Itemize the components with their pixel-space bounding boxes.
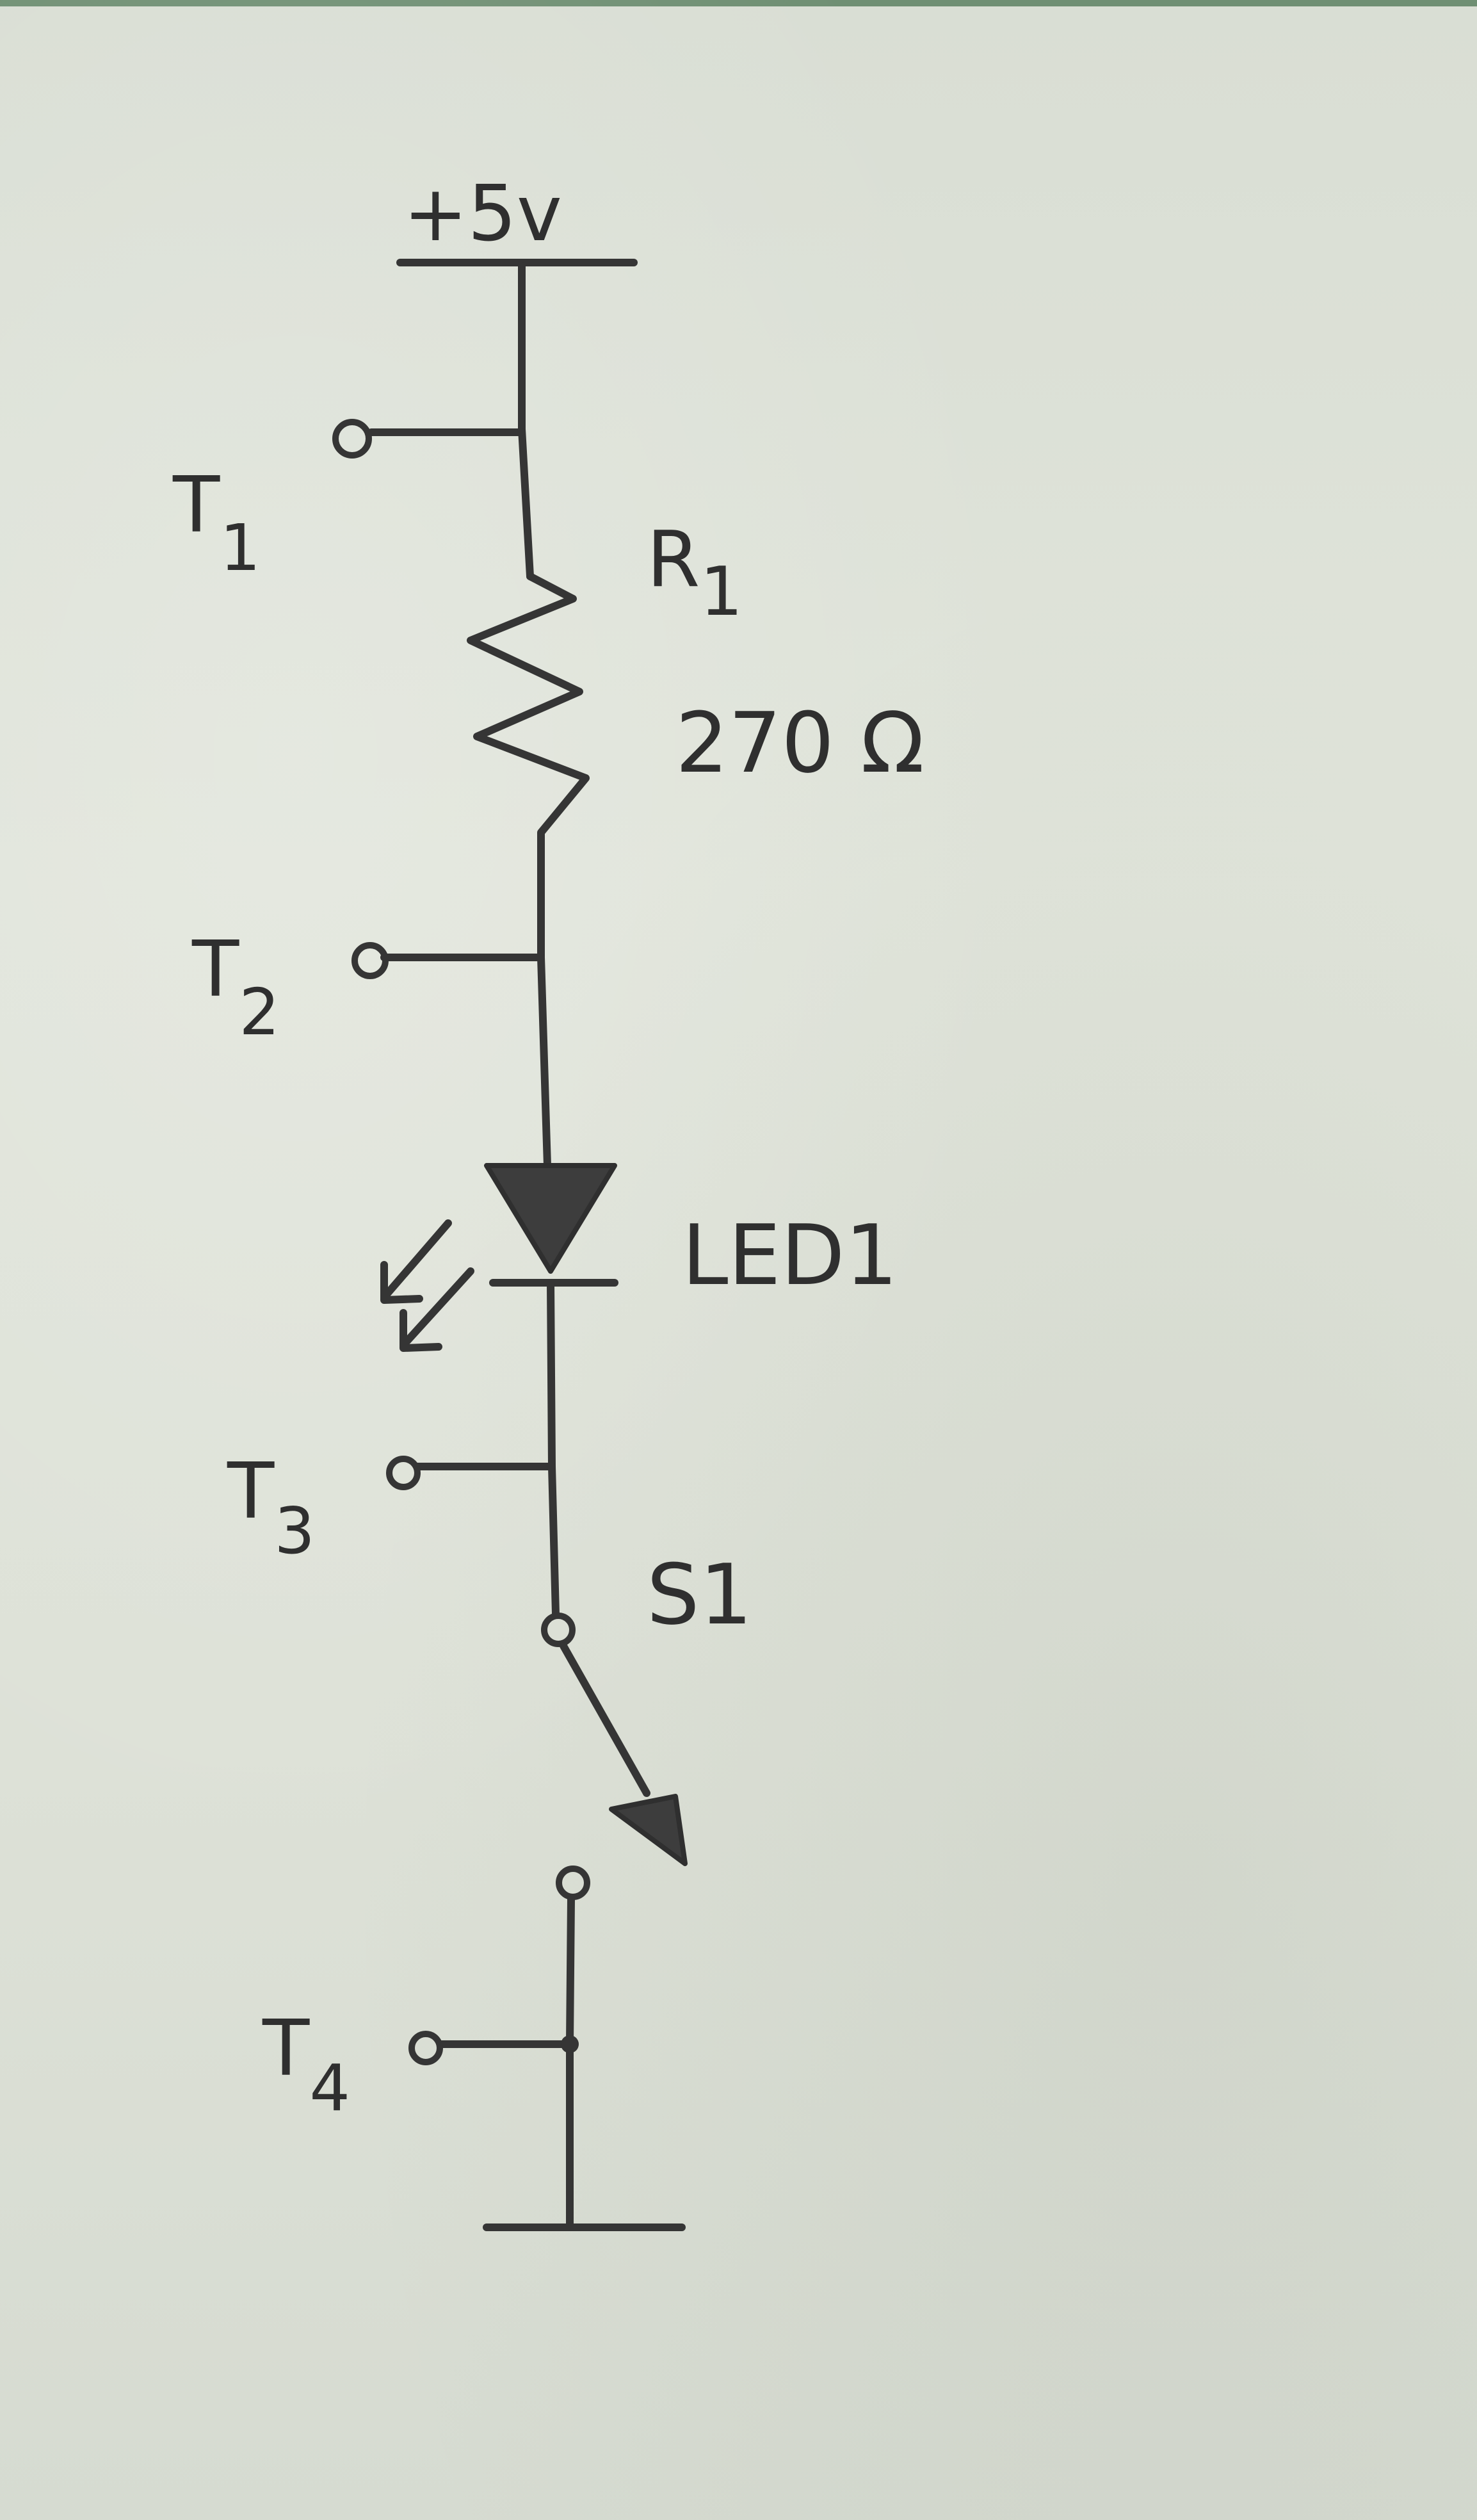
- led1-diode-triangle: [484, 1163, 617, 1274]
- s1-bottom-contact: [556, 1866, 590, 1900]
- led1-label: LED1: [682, 1207, 898, 1304]
- wire-mid: [537, 848, 551, 1169]
- t2-terminal: [351, 942, 389, 979]
- resistor-r1: [467, 573, 590, 856]
- t3-terminal: [386, 1456, 421, 1490]
- supply-label: +5v: [403, 170, 562, 259]
- t2-label: T2: [191, 925, 280, 1050]
- wire-top: [518, 262, 534, 580]
- wire-lower: [547, 1279, 560, 1618]
- wire-bottom: [566, 1895, 575, 2229]
- t4-label: T4: [262, 2004, 350, 2126]
- s1-lever: [560, 1642, 650, 1797]
- t4-junction-dot: [561, 2035, 579, 2053]
- t3-label: T3: [227, 1447, 315, 1568]
- t4-terminal: [408, 2031, 443, 2065]
- s1-lever-arrowhead: [609, 1794, 688, 1866]
- t1-label: T1: [172, 461, 261, 585]
- r1-value-label: 270 Ω: [675, 694, 924, 792]
- t1-terminal: [332, 419, 372, 459]
- s1-top-contact: [541, 1613, 576, 1647]
- r1-label: R1: [647, 516, 743, 631]
- s1-label: S1: [647, 1546, 752, 1643]
- paper-top-edge: [0, 0, 1477, 6]
- led1-light-arrows: [380, 1219, 474, 1352]
